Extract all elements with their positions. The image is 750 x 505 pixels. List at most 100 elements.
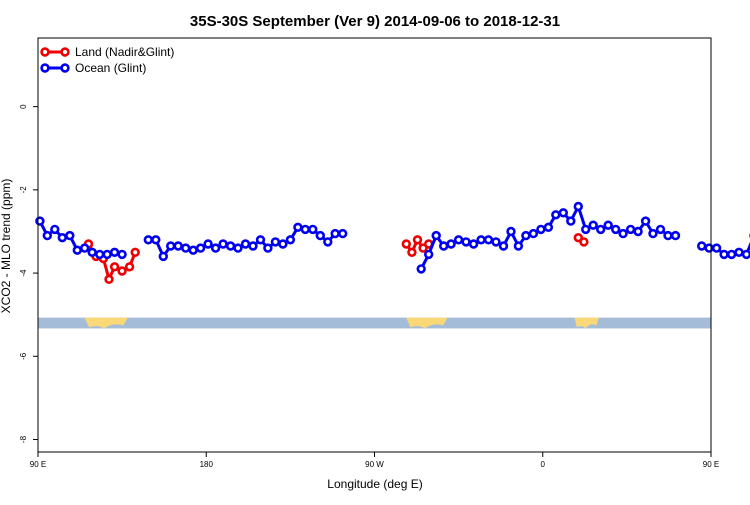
data-point: [317, 232, 324, 239]
data-point: [403, 241, 410, 248]
data-point: [508, 228, 515, 235]
data-point: [650, 230, 657, 237]
data-point: [126, 263, 133, 270]
data-point: [81, 245, 88, 252]
data-point: [145, 236, 152, 243]
data-point: [220, 241, 227, 248]
data-point: [89, 249, 96, 256]
x-tick-label: 90 E: [703, 460, 719, 469]
x-tick-label: 0: [541, 460, 546, 469]
legend-marker: [42, 49, 49, 56]
data-point: [698, 243, 705, 250]
data-point: [152, 236, 159, 243]
data-point: [463, 239, 470, 246]
data-point: [332, 230, 339, 237]
data-point: [74, 247, 81, 254]
data-point: [212, 245, 219, 252]
data-point: [51, 226, 58, 233]
legend-marker: [42, 65, 49, 72]
x-axis-label: Longitude (deg E): [327, 477, 422, 491]
data-point: [287, 236, 294, 243]
data-point: [106, 276, 113, 283]
data-point: [530, 230, 537, 237]
data-point: [635, 228, 642, 235]
data-point: [736, 249, 743, 256]
legend-item-land: Land (Nadir&Glint): [42, 45, 175, 59]
y-tick-label: 0: [19, 104, 28, 109]
data-point: [470, 241, 477, 248]
legend: Land (Nadir&Glint) Ocean (Glint): [42, 45, 175, 75]
x-tick-label: 90 E: [30, 460, 46, 469]
data-point: [728, 251, 735, 258]
data-point: [250, 243, 257, 250]
land-ocean-strip: [38, 318, 711, 329]
data-point: [440, 243, 447, 250]
data-point: [309, 226, 316, 233]
data-point: [523, 232, 530, 239]
data-point: [324, 239, 331, 246]
series-layer: [37, 203, 750, 283]
legend-marker: [62, 49, 69, 56]
data-point: [167, 243, 174, 250]
data-point: [227, 243, 234, 250]
data-point: [119, 251, 126, 258]
ocean-strip: [38, 318, 711, 329]
data-point: [265, 245, 272, 252]
data-point: [642, 218, 649, 225]
data-point: [409, 249, 416, 256]
data-point: [242, 241, 249, 248]
data-point: [425, 251, 432, 258]
data-point: [581, 239, 588, 246]
data-point: [59, 234, 66, 241]
data-point: [597, 226, 604, 233]
data-point: [160, 253, 167, 260]
data-point: [175, 243, 182, 250]
y-tick-label: -4: [19, 269, 28, 277]
data-point: [721, 251, 728, 258]
data-point: [66, 232, 73, 239]
y-tick-label: -8: [19, 435, 28, 443]
data-point: [567, 218, 574, 225]
data-point: [272, 239, 279, 246]
data-point: [455, 236, 462, 243]
data-point: [605, 222, 612, 229]
data-point: [575, 203, 582, 210]
data-point: [418, 266, 425, 273]
data-point: [552, 211, 559, 218]
data-point: [620, 230, 627, 237]
chart-title: 35S-30S September (Ver 9) 2014-09-06 to …: [190, 13, 560, 30]
data-point: [538, 226, 545, 233]
data-point: [500, 243, 507, 250]
data-point: [560, 209, 567, 216]
data-point: [96, 251, 103, 258]
plot-frame: [38, 38, 711, 452]
legend-marker: [62, 65, 69, 72]
data-point: [485, 236, 492, 243]
y-tick-label: -6: [19, 352, 28, 360]
data-point: [665, 232, 672, 239]
data-point: [280, 241, 287, 248]
data-point: [205, 241, 212, 248]
data-point: [493, 239, 500, 246]
data-point: [545, 224, 552, 231]
data-point: [478, 236, 485, 243]
data-point: [414, 236, 421, 243]
y-tick-label: -2: [19, 186, 28, 194]
data-point: [111, 249, 118, 256]
data-point: [44, 232, 51, 239]
data-point: [257, 236, 264, 243]
data-point: [235, 245, 242, 252]
legend-item-ocean: Ocean (Glint): [42, 61, 147, 75]
data-point: [448, 241, 455, 248]
data-point: [182, 245, 189, 252]
data-point: [433, 232, 440, 239]
data-point: [295, 224, 302, 231]
series-land: [85, 234, 750, 282]
data-point: [302, 226, 309, 233]
legend-label: Ocean (Glint): [75, 61, 146, 75]
data-point: [743, 251, 750, 258]
data-point: [132, 249, 139, 256]
data-point: [104, 251, 111, 258]
